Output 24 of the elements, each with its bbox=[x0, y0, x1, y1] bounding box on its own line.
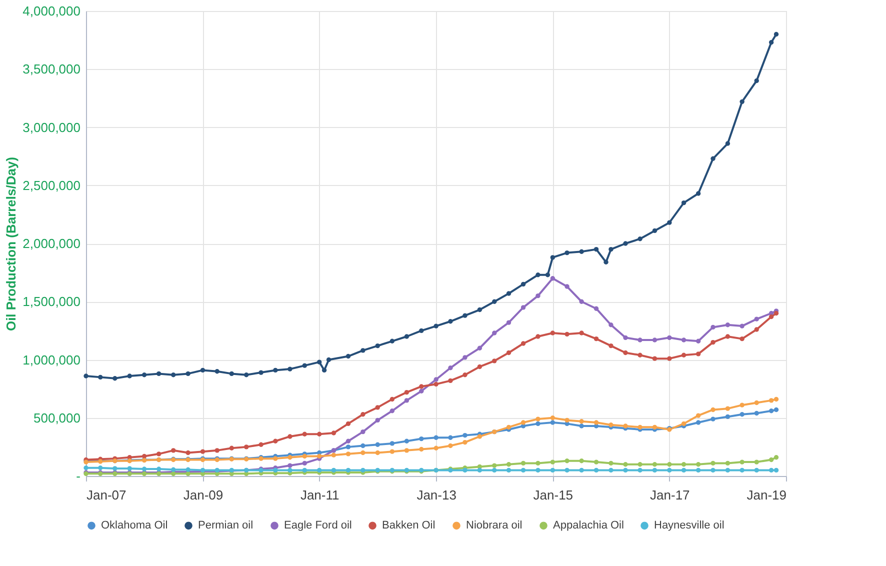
x-tick-label: Jan-09 bbox=[183, 488, 224, 502]
y-tick-label: 2,500,000 bbox=[22, 178, 80, 193]
y-tick-label: 1,000,000 bbox=[22, 352, 80, 368]
legend-label: Eagle Ford oil bbox=[284, 520, 352, 532]
y-tick-label: 1,500,000 bbox=[22, 294, 80, 310]
legend-label: Haynesville oil bbox=[654, 520, 724, 532]
x-tick-label: Jan-15 bbox=[533, 488, 574, 502]
y-tick-label: 4,000,000 bbox=[22, 4, 80, 18]
legend-label: Appalachia Oil bbox=[553, 520, 624, 532]
legend-label: Niobrara oil bbox=[466, 520, 522, 532]
legend-label: Permian oil bbox=[198, 520, 254, 532]
y-tick-label: 3,000,000 bbox=[22, 120, 80, 135]
x-tick-label: Jan-17 bbox=[650, 488, 690, 502]
y-axis-title: Oil Production (Barrels/Day) bbox=[4, 156, 19, 332]
x-tick-label: Jan-07 bbox=[86, 488, 126, 502]
y-tick-label: 3,500,000 bbox=[22, 62, 80, 77]
x-tick-label: Jan-13 bbox=[416, 488, 456, 502]
y-tick-label: - bbox=[76, 468, 80, 484]
x-tick-label: Jan-11 bbox=[300, 488, 340, 502]
legend-label: Oklahoma Oil bbox=[101, 520, 168, 532]
y-tick-label: 500,000 bbox=[34, 410, 80, 426]
legend-label: Bakken Oil bbox=[382, 520, 436, 532]
x-tick-label: Jan-19 bbox=[746, 488, 786, 502]
y-tick-label: 2,000,000 bbox=[22, 236, 80, 251]
